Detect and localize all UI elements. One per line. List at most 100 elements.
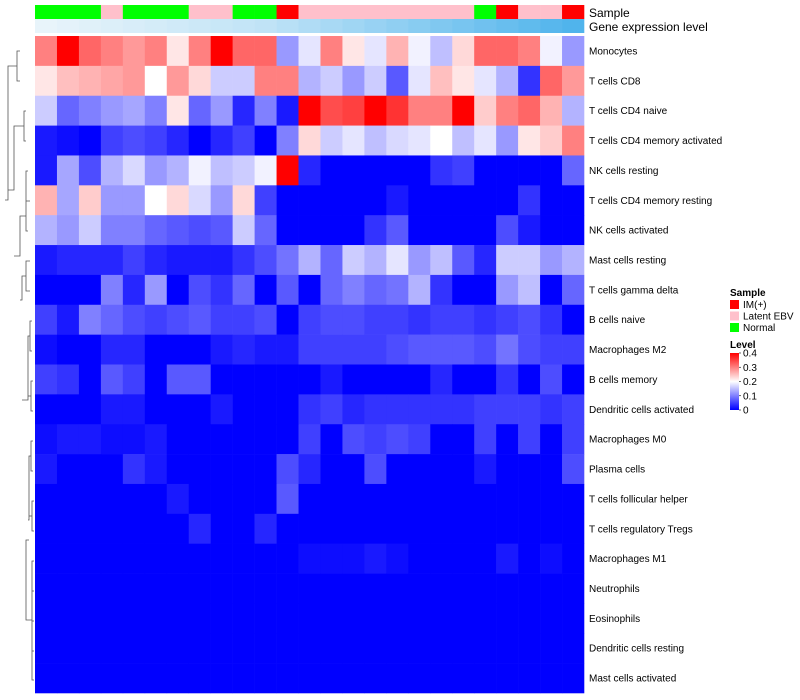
heatmap-cell (342, 304, 365, 335)
heatmap-cell (496, 215, 519, 246)
heatmap-cell (562, 364, 585, 395)
heatmap-cell (342, 454, 365, 485)
heatmap-cell (276, 245, 299, 276)
heatmap-cell (298, 65, 321, 97)
row-label: T cells CD4 naive (589, 106, 668, 117)
heatmap-cell (540, 513, 563, 544)
heatmap-cell (430, 95, 453, 126)
heatmap-cell (188, 364, 211, 395)
heatmap-cell (408, 543, 431, 574)
heatmap-cell (56, 364, 80, 395)
heatmap-cell (254, 513, 277, 544)
heatmap-cell (408, 424, 431, 455)
heatmap-cell (166, 663, 190, 694)
expression-annotation-label: Gene expression level (589, 20, 708, 34)
heatmap-cell (276, 125, 299, 156)
heatmap-cell (320, 95, 343, 126)
heatmap-cell (518, 304, 541, 335)
heatmap-cell (540, 573, 563, 604)
heatmap-cell (78, 573, 102, 604)
heatmap-cell (474, 364, 497, 395)
heatmap-cell (364, 603, 387, 634)
heatmap-cell (518, 95, 541, 126)
heatmap-cell (518, 36, 541, 67)
heatmap-cell (298, 155, 321, 186)
heatmap-cell (474, 603, 497, 634)
heatmap-cell (56, 215, 80, 246)
heatmap-cell (408, 663, 431, 694)
row-label: B cells memory (589, 375, 657, 386)
heatmap-cell (342, 394, 365, 425)
heatmap-cell (430, 185, 453, 216)
heatmap-cell (254, 125, 277, 156)
heatmap-cell (35, 274, 58, 306)
heatmap-cell (276, 543, 299, 574)
heatmap-cell (144, 663, 168, 694)
heatmap-cell (35, 483, 58, 515)
expression-annotation-bar (35, 19, 585, 33)
heatmap-cell (364, 65, 387, 97)
heatmap-cell (342, 663, 365, 694)
heatmap-cell (364, 245, 387, 276)
heatmap-cell (144, 454, 168, 485)
heatmap-cell (144, 543, 168, 574)
heatmap-cell (540, 543, 563, 574)
expression-annotation-cell (210, 19, 233, 33)
heatmap-cell (452, 155, 475, 186)
row-label: T cells CD4 memory resting (589, 196, 712, 207)
heatmap-cell (210, 334, 233, 365)
heatmap-cell (276, 513, 299, 544)
heatmap-cell (232, 185, 255, 216)
heatmap-cell (78, 603, 102, 634)
row-dendrogram (5, 50, 34, 681)
heatmap-cell (408, 245, 431, 276)
expression-annotation-cell (254, 19, 277, 33)
expression-annotation-cell (276, 19, 299, 33)
heatmap-cell (408, 95, 431, 126)
heatmap-cell (122, 454, 146, 485)
heatmap-cell (452, 65, 475, 97)
heatmap-cell (254, 364, 277, 395)
heatmap-cell (188, 65, 211, 97)
heatmap-cell (232, 483, 255, 515)
heatmap-cell (298, 454, 321, 485)
heatmap-cell (100, 185, 124, 216)
heatmap-cell (320, 603, 343, 634)
heatmap-cell (232, 65, 255, 97)
heatmap-cell (562, 633, 585, 664)
heatmap-cell (430, 603, 453, 634)
heatmap-cell (188, 334, 211, 365)
heatmap-cell (496, 633, 519, 664)
level-legend: Level 0.4 0.3 0.2 0.1 0 (730, 340, 757, 417)
heatmap-cell (56, 394, 80, 425)
heatmap-cell (298, 543, 321, 574)
heatmap-cell (364, 125, 387, 156)
heatmap-cell (35, 394, 58, 425)
heatmap-cell (430, 155, 453, 186)
expression-annotation-cell (144, 19, 168, 33)
heatmap-cell (562, 274, 585, 306)
heatmap-cell (144, 573, 168, 604)
heatmap-cell (408, 394, 431, 425)
heatmap-cell (562, 304, 585, 335)
heatmap-cell (386, 304, 409, 335)
heatmap-cell (78, 36, 102, 67)
heatmap-cell (540, 155, 563, 186)
heatmap-cell (386, 95, 409, 126)
heatmap-cell (518, 274, 541, 306)
heatmap-cell (408, 334, 431, 365)
heatmap-cell (540, 95, 563, 126)
expression-annotation-cell (122, 19, 146, 33)
heatmap-cell (166, 573, 190, 604)
heatmap-cell (188, 454, 211, 485)
heatmap-cell (122, 274, 146, 306)
heatmap-cell (166, 633, 190, 664)
heatmap-cell (474, 36, 497, 67)
heatmap-cell (232, 424, 255, 455)
heatmap-cell (78, 155, 102, 186)
heatmap-cell (452, 304, 475, 335)
heatmap-cell (364, 424, 387, 455)
heatmap-cell (232, 274, 255, 306)
heatmap-cell (386, 513, 409, 544)
heatmap-cell (100, 424, 124, 455)
